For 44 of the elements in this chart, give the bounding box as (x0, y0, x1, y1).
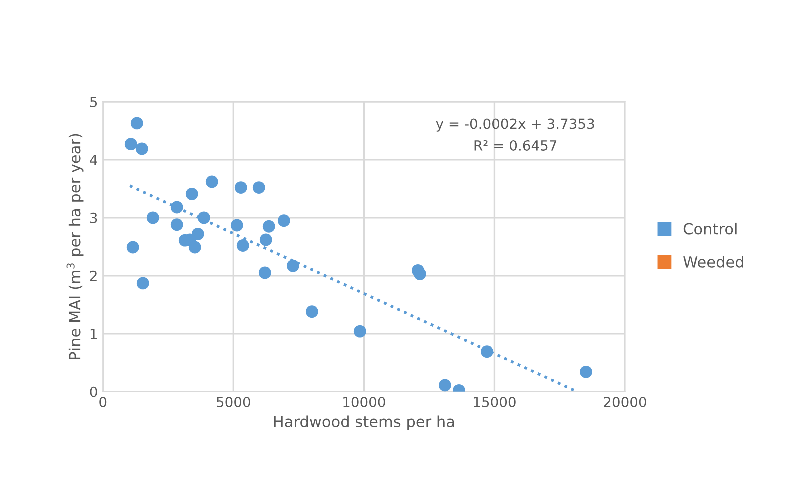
point (188, 241, 202, 254)
y-tick-label: 0 (90, 386, 98, 398)
point (130, 117, 144, 130)
point (286, 260, 300, 272)
point (278, 214, 290, 228)
x-axis-title: Hardwood stems per ha (274, 416, 454, 431)
point (136, 142, 148, 156)
y-tick-label: 1 (90, 329, 97, 340)
point (230, 219, 244, 232)
point (258, 266, 272, 280)
y-tick-label: 4 (90, 155, 98, 166)
y-tick-label: 3 (90, 212, 98, 224)
point (262, 220, 276, 233)
point (126, 241, 140, 254)
point (186, 188, 198, 200)
point (170, 201, 184, 214)
legend-label: Control (684, 222, 737, 235)
annotation: y = -0.0002x + 3.7353 (436, 118, 594, 132)
legend-label: Weeded (684, 256, 744, 268)
point (252, 182, 266, 194)
y-tick-label: 2 (90, 270, 97, 282)
annotation: R² = 0.6457 (474, 140, 557, 151)
point (260, 234, 272, 246)
point (124, 138, 138, 151)
x-tick-label: 5000 (217, 396, 250, 408)
point (170, 218, 184, 232)
point (580, 366, 592, 378)
x-tick-label: 0 (100, 396, 107, 408)
x-tick-label: 20000 (604, 396, 646, 408)
point (198, 212, 210, 224)
point (136, 277, 150, 290)
point (206, 176, 218, 188)
point (306, 306, 318, 318)
point (234, 182, 248, 194)
point (481, 346, 494, 358)
point (414, 268, 426, 280)
y-tick-label: 5 (90, 97, 98, 108)
y-axis-title: Pine MAI (m$^{3}$ per ha per year) (66, 134, 84, 360)
point (438, 379, 452, 392)
point (236, 240, 250, 252)
x-tick-label: 10000 (344, 396, 386, 408)
x-tick-label: 15000 (474, 396, 516, 408)
point (354, 325, 366, 338)
point (146, 212, 160, 224)
